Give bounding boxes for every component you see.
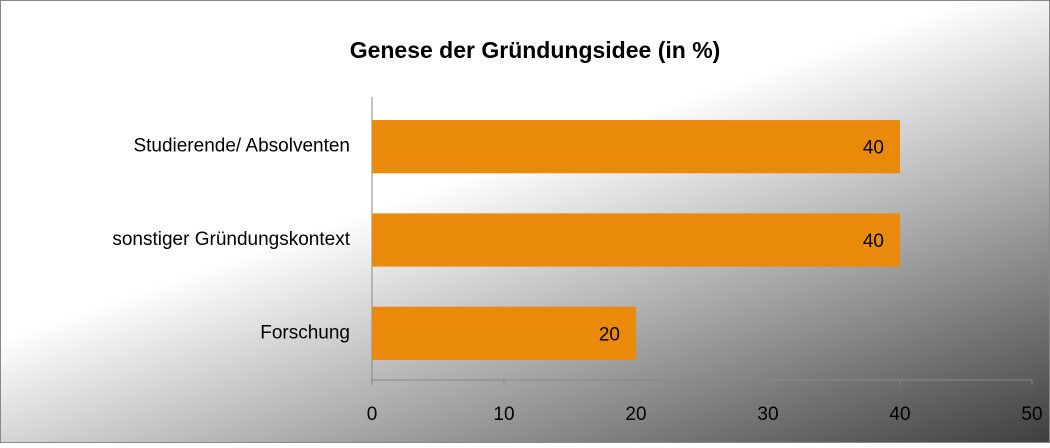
data-label: 40 [863,231,884,252]
data-label: 20 [599,324,620,345]
x-tick-label: 20 [625,404,646,425]
chart-title: Genese der Gründungsidee (in %) [350,37,721,63]
x-tick-label: 40 [889,404,910,425]
bar [372,213,900,267]
x-tick-label: 30 [757,404,778,425]
x-tick-label: 0 [367,404,378,425]
y-tick-label: Studierende/ Absolventen [133,136,350,157]
bar [372,120,900,174]
bar [372,306,636,360]
y-tick-label: Forschung [260,322,350,343]
data-label: 40 [863,138,884,159]
x-tick-label: 50 [1021,404,1042,425]
x-tick-label: 10 [493,404,514,425]
y-tick-label: sonstiger Gründungskontext [112,229,350,250]
